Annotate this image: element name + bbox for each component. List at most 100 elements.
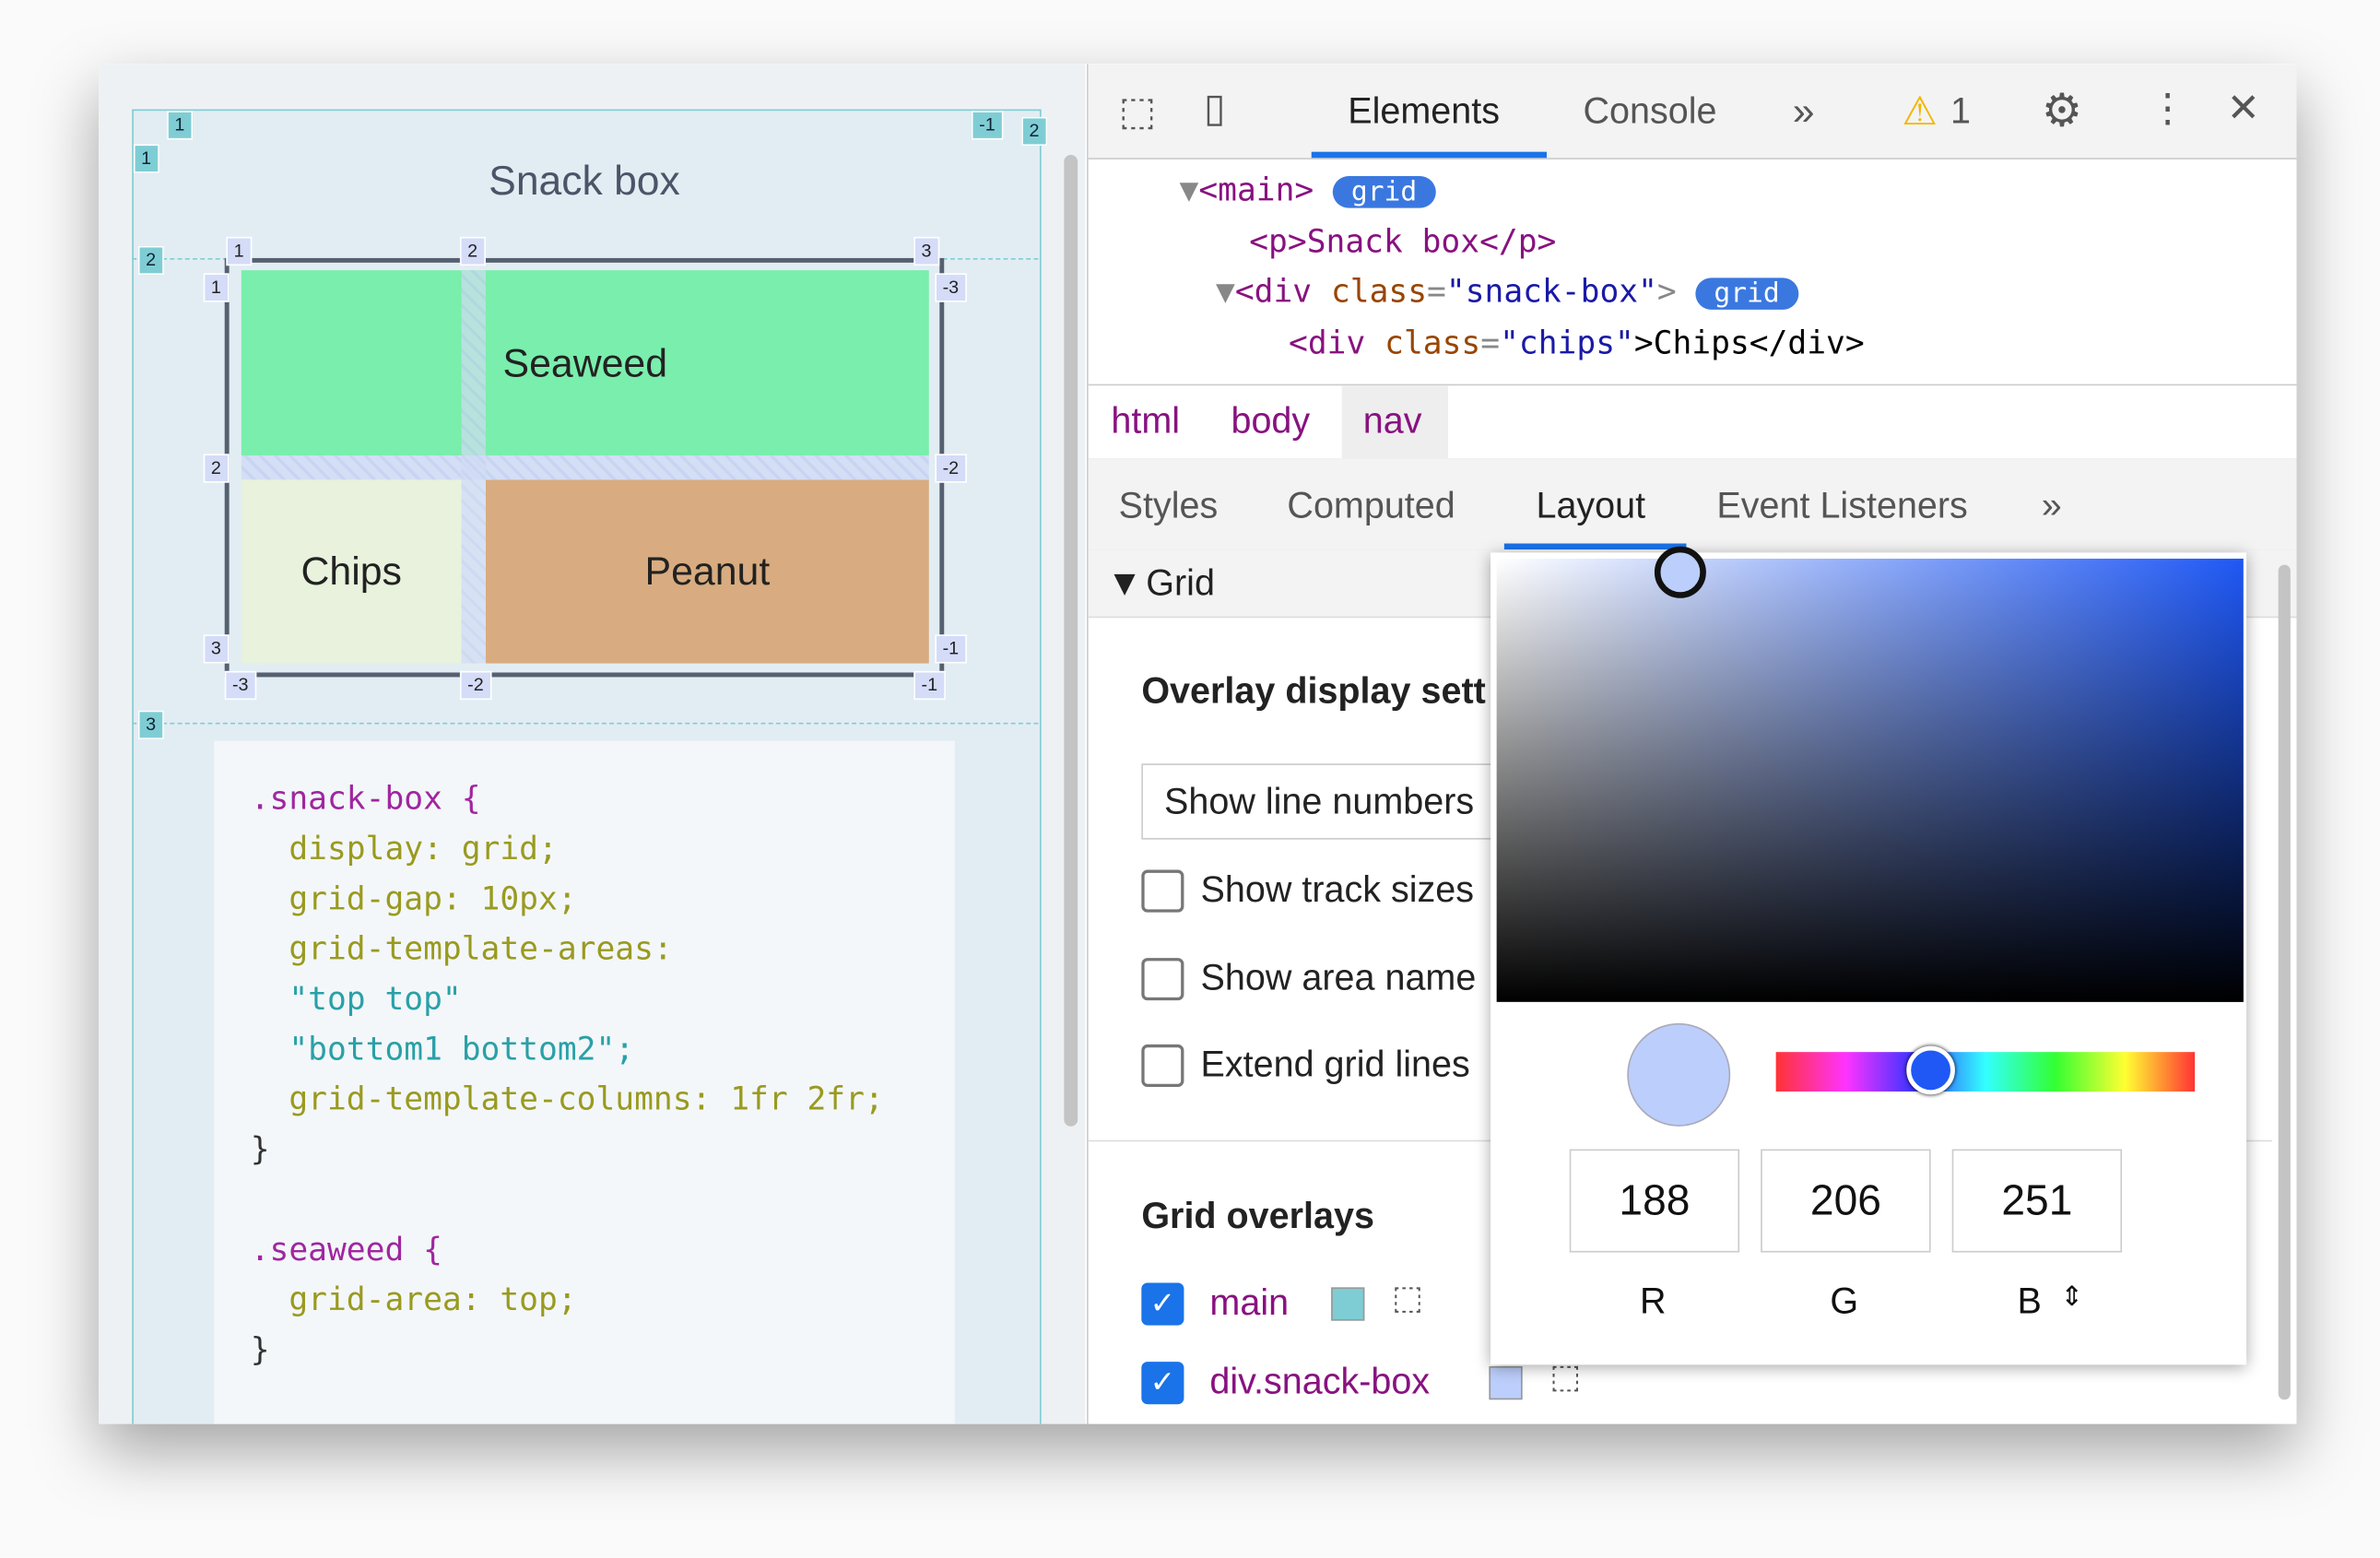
checkbox-label: Show area name <box>1200 958 1477 999</box>
hue-slider[interactable] <box>1775 1052 2196 1092</box>
snack-box-overlay-checkbox[interactable]: ✓ <box>1141 1362 1184 1405</box>
saturation-value-area[interactable] <box>1496 558 2244 1002</box>
collapse-triangle-icon: ▼ <box>1106 562 1143 605</box>
line-number-badge: -2 <box>459 670 491 701</box>
grid-section-title: Grid <box>1146 562 1215 605</box>
device-toolbar-icon[interactable]: ▯ <box>1203 85 1226 131</box>
more-tabs-icon[interactable]: » <box>1792 88 1815 134</box>
red-label: R <box>1639 1281 1667 1323</box>
breadcrumb: html body nav <box>1088 384 2297 460</box>
code-line: } <box>250 1130 270 1168</box>
code-line: "bottom1 bottom2"; <box>250 1031 635 1068</box>
browser-window: Snack box Seaweed Chips Peanut 1 1 -1 2 … <box>99 64 2297 1424</box>
red-input[interactable]: 188 <box>1569 1149 1740 1253</box>
page-title: Snack box <box>489 158 680 204</box>
warning-count[interactable]: 1 <box>1950 90 1972 133</box>
line-number-badge: -3 <box>224 670 256 701</box>
more-subtabs-icon[interactable]: » <box>2041 485 2062 527</box>
breadcrumb-html[interactable]: html <box>1111 400 1181 443</box>
peanut-cell: Peanut <box>485 479 929 664</box>
close-icon[interactable]: ✕ <box>2226 85 2260 131</box>
line-number-badge: 2 <box>203 454 230 483</box>
show-area-names-checkbox[interactable] <box>1141 958 1184 1001</box>
page-scrollbar[interactable] <box>1064 154 1078 1127</box>
settings-gear-icon[interactable]: ⚙ <box>2041 86 2083 137</box>
line-number-badge: -1 <box>913 670 946 701</box>
devtools-panel: ⬚ ▯ Elements Console » ⚠ 1 ⚙ ⋮ ✕ ▼<main>… <box>1087 64 2297 1424</box>
line-number-badge: 3 <box>137 710 164 739</box>
code-line: .seaweed { <box>250 1231 442 1268</box>
dom-node-main[interactable]: ▼<main> grid <box>1179 171 1436 208</box>
main-overlay-checkbox[interactable]: ✓ <box>1141 1282 1184 1326</box>
more-options-icon[interactable]: ⋮ <box>2148 85 2187 131</box>
css-code-block: .snack-box { display: grid; grid-gap: 10… <box>214 740 955 1424</box>
tab-styles[interactable]: Styles <box>1118 485 1219 527</box>
line-number-badge: 2 <box>459 236 486 266</box>
overlay-label-snack-box: div.snack-box <box>1209 1362 1431 1403</box>
line-number-badge: 1 <box>133 144 159 173</box>
warning-icon[interactable]: ⚠ <box>1902 88 1938 134</box>
line-number-badge: 1 <box>226 236 252 266</box>
format-toggle-icon[interactable]: ⇕ <box>2060 1281 2084 1312</box>
chips-label: Chips <box>300 548 402 594</box>
breadcrumb-nav[interactable]: nav <box>1362 400 1422 443</box>
checkbox-label: Show track sizes <box>1200 869 1475 912</box>
color-picker: 188 206 251 R G B ⇕ <box>1490 546 2247 1365</box>
blue-input[interactable]: 251 <box>1951 1149 2123 1253</box>
color-handle[interactable] <box>1654 546 1706 598</box>
dom-node-snack-box[interactable]: ▼<div class="snack-box"> grid <box>1216 273 1798 310</box>
code-line: display: grid; <box>250 830 558 868</box>
line-numbers-select[interactable]: Show line numbers <box>1141 763 1525 840</box>
line-number-badge: 2 <box>137 245 164 276</box>
tab-layout[interactable]: Layout <box>1536 485 1646 527</box>
active-tab-indicator <box>1311 151 1547 159</box>
seaweed-label: Seaweed <box>502 339 668 385</box>
chips-cell: Chips <box>241 479 462 664</box>
line-number-badge: -2 <box>935 454 967 483</box>
panel-scrollbar[interactable] <box>2278 564 2291 1400</box>
page-viewport: Snack box Seaweed Chips Peanut 1 1 -1 2 … <box>99 64 1086 1424</box>
line-number-badge: 1 <box>167 111 193 140</box>
tab-elements[interactable]: Elements <box>1348 90 1501 133</box>
devtools-toolbar: ⬚ ▯ Elements Console » ⚠ 1 ⚙ ⋮ ✕ <box>1088 64 2297 159</box>
inspect-element-icon[interactable]: ⬚ <box>1118 88 1157 134</box>
hue-slider-handle[interactable] <box>1906 1045 1956 1095</box>
column-gap <box>461 270 486 664</box>
tab-computed[interactable]: Computed <box>1287 485 1455 527</box>
code-line: grid-template-areas: <box>250 930 673 967</box>
dom-node-p[interactable]: <p>Snack box</p> <box>1249 223 1557 260</box>
line-number-badge: 1 <box>203 273 230 302</box>
tab-event-listeners[interactable]: Event Listeners <box>1716 485 1968 527</box>
overlay-settings-heading: Overlay display sett <box>1141 670 1486 713</box>
sidebar-tabs: Styles Computed Layout Event Listeners » <box>1088 458 2297 551</box>
line-number-badge: 3 <box>913 236 939 266</box>
breadcrumb-body[interactable]: body <box>1231 400 1311 443</box>
overlay-label-main: main <box>1209 1282 1290 1324</box>
tab-console[interactable]: Console <box>1583 90 1717 133</box>
main-overlay-color-swatch[interactable] <box>1331 1287 1365 1321</box>
code-line: grid-area: top; <box>250 1281 577 1318</box>
green-label: G <box>1830 1281 1859 1323</box>
blue-label: B <box>2017 1281 2042 1323</box>
line-number-badge: -1 <box>935 634 967 664</box>
code-line: grid-gap: 10px; <box>250 880 577 917</box>
extend-grid-lines-checkbox[interactable] <box>1141 1044 1184 1088</box>
grid-badge[interactable]: grid <box>1695 277 1798 310</box>
code-line: grid-template-columns: 1fr 2fr; <box>250 1080 884 1117</box>
green-input[interactable]: 206 <box>1761 1149 1931 1253</box>
show-track-sizes-checkbox[interactable] <box>1141 869 1184 913</box>
color-preview-swatch <box>1627 1022 1731 1127</box>
line-number-badge: 2 <box>1021 116 1047 147</box>
grid-badge[interactable]: grid <box>1333 176 1436 208</box>
code-line: .snack-box { <box>250 780 481 817</box>
dom-node-chips[interactable]: <div class="chips">Chips</div> <box>1289 325 1865 361</box>
line-number-badge: 3 <box>203 634 230 664</box>
code-line: } <box>250 1331 270 1368</box>
snack-box-overlay-color-swatch[interactable] <box>1489 1366 1523 1400</box>
dom-tree: ▼<main> grid <p>Snack box</p> ▼<div clas… <box>1089 159 2272 384</box>
highlight-element-icon[interactable]: ⬚ <box>1392 1278 1424 1316</box>
grid-overlays-heading: Grid overlays <box>1141 1196 1374 1238</box>
row-gap <box>241 455 929 480</box>
line-number-badge: -1 <box>971 111 1003 140</box>
